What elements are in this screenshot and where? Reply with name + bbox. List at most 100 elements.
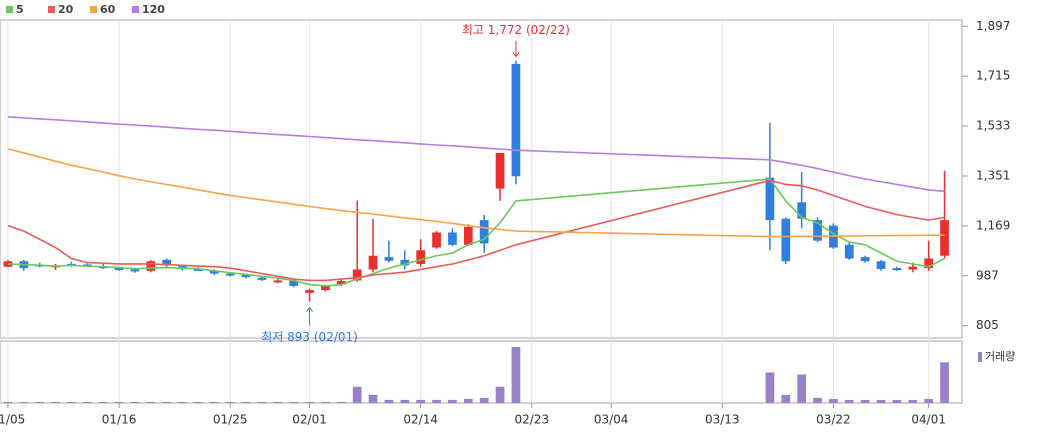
volume-bar [178,401,187,403]
candle-body [209,270,219,274]
candle-body [273,280,283,283]
legend-label: 60 [100,3,116,16]
y-tick-label: 1,533 [976,119,1010,133]
volume-bar [416,399,426,403]
ma-line [7,115,945,193]
x-tick-label: 01/05 [0,413,25,427]
candle-body [479,220,489,244]
x-tick-label: 02/23 [515,413,550,427]
candle-body [225,273,235,276]
candle-body [463,226,473,245]
volume-bar [51,401,60,403]
x-tick-label: 02/01 [292,413,327,427]
candle-body [400,259,410,266]
candle-body [416,250,426,264]
candle-body [352,269,362,281]
volume-bar [940,362,949,403]
volume-bar [765,372,775,403]
x-tick-label: 03/13 [705,413,740,427]
candle-body [797,202,807,219]
x-tick-label: 03/04 [594,413,629,427]
volume-bar [3,401,13,403]
candle-body [336,280,346,285]
legend-label: 5 [16,3,24,16]
candle-body [368,255,378,270]
volume-bar [273,401,283,403]
volume-bar [289,401,299,403]
volume-bar [384,399,394,403]
annotation-arrowhead [306,306,313,312]
candle-body [813,220,822,241]
candle-body [257,277,267,280]
volume-bar [797,374,807,403]
volume-bar [209,401,219,403]
ma-line [7,178,945,287]
volume-bar [844,399,854,403]
volume-bar [194,401,203,403]
y-tick-label: 805 [976,318,999,332]
candle-body [289,280,299,286]
candle-body [940,220,949,256]
legend-label: 120 [142,3,165,16]
volume-bar [781,394,791,403]
ma-line [7,148,945,238]
candle-body [384,257,394,261]
volume-bar [479,397,489,403]
volume-bar [321,401,330,403]
candle-body [765,177,775,221]
candle-body [130,269,140,272]
candle-body [892,268,902,271]
y-tick-label: 1,897 [976,19,1010,33]
ma-line [7,179,945,282]
x-tick-label: 01/25 [213,413,248,427]
volume-bar [876,399,886,403]
legend-swatch [6,6,13,13]
y-tick-label: 987 [976,268,999,282]
candle-body [908,266,918,270]
y-tick-label: 1,715 [976,69,1010,83]
candle-body [860,257,870,262]
volume-bar [67,401,76,403]
candle-body [241,274,251,278]
volume-bar [225,401,235,403]
candle-body [876,261,886,269]
x-tick-label: 04/01 [911,413,946,427]
annotation-label: 최저 893 (02/01) [261,330,358,344]
x-tick-label: 02/14 [403,413,438,427]
volume-bar [400,399,410,403]
volume-bar [495,386,505,403]
volume-bar [162,401,172,403]
candle-body [495,152,505,189]
volume-bar [336,401,346,403]
volume-bar [241,401,251,403]
volume-bar [813,397,822,403]
volume-bar [130,401,140,403]
volume-bar [892,399,902,403]
candle-body [146,261,156,271]
volume-panel [0,340,963,404]
volume-bar [860,399,870,403]
candle-body [781,218,791,262]
y-tick-label: 1,351 [976,168,1010,182]
volume-bar [463,398,473,403]
volume-bar [35,401,45,403]
candle-body [511,63,521,177]
volume-bar [82,401,92,403]
volume-bar [257,401,267,403]
y-tick-label: 1,169 [976,218,1010,232]
candle-body [114,268,124,271]
legend-swatch [48,6,55,13]
legend-label: 20 [58,3,74,16]
candle-body [432,232,441,248]
annotation-arrowhead [512,52,520,58]
candle-body [924,258,934,269]
volume-bar [829,398,838,403]
candle-body [321,285,330,291]
volume-bar [352,386,362,403]
volume-bar [368,394,378,403]
candle-body [162,259,172,266]
x-tick-label: 03/22 [816,413,851,427]
volume-bar [305,401,314,403]
candle-body [305,290,314,293]
